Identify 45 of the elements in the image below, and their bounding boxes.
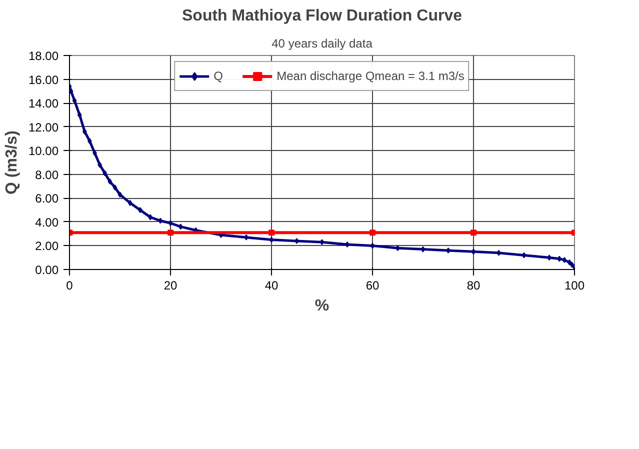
legend-label: Mean discharge Qmean = 3.1 m3/s: [276, 69, 464, 83]
legend-label: Q: [214, 69, 224, 83]
point: [420, 246, 426, 252]
x-axis-title: %: [314, 298, 330, 314]
point: [562, 256, 567, 263]
y-tick-label: 10.00: [28, 144, 59, 158]
point: [108, 178, 112, 185]
y-tick-label: 4.00: [35, 215, 59, 230]
x-tick-label: 40: [264, 278, 278, 292]
point: [102, 170, 108, 176]
point: [570, 262, 574, 268]
y-tick-label: 12.00: [28, 120, 59, 134]
y-tick-label: 0.00: [35, 263, 59, 277]
point: [168, 230, 174, 236]
point: [268, 230, 274, 236]
point: [112, 184, 118, 190]
point: [522, 252, 526, 258]
x-tick-label: 60: [366, 278, 380, 292]
y-tick-label: 18.00: [28, 49, 59, 63]
y-tick-label: 14.00: [28, 96, 59, 111]
point: [470, 230, 476, 236]
x-tick-label: 20: [164, 278, 178, 292]
x-tick-label: 0: [66, 278, 74, 292]
point: [168, 220, 173, 226]
chart-title: South Mathioya Flow Duration Curve: [182, 8, 462, 24]
x-tick-label: 80: [466, 278, 480, 292]
y-tick-label: 2.00: [35, 239, 59, 254]
x-tick-label: 100: [564, 278, 585, 292]
point: [118, 192, 122, 198]
point: [178, 224, 183, 230]
point: [567, 259, 572, 266]
point: [128, 200, 132, 206]
point: [269, 236, 274, 243]
y-tick-label: 6.00: [35, 192, 59, 206]
chart-subtitle: 40 years daily data: [272, 36, 373, 50]
point: [158, 218, 163, 224]
point: [370, 242, 375, 249]
point: [72, 98, 77, 104]
y-tick-label: 16.00: [28, 72, 59, 87]
point: [77, 112, 82, 118]
point: [370, 230, 376, 236]
point: [557, 256, 562, 262]
y-axis-title: Q (m3/s): [3, 130, 20, 195]
y-tick-label: 8.00: [35, 168, 59, 182]
point: [82, 128, 87, 135]
